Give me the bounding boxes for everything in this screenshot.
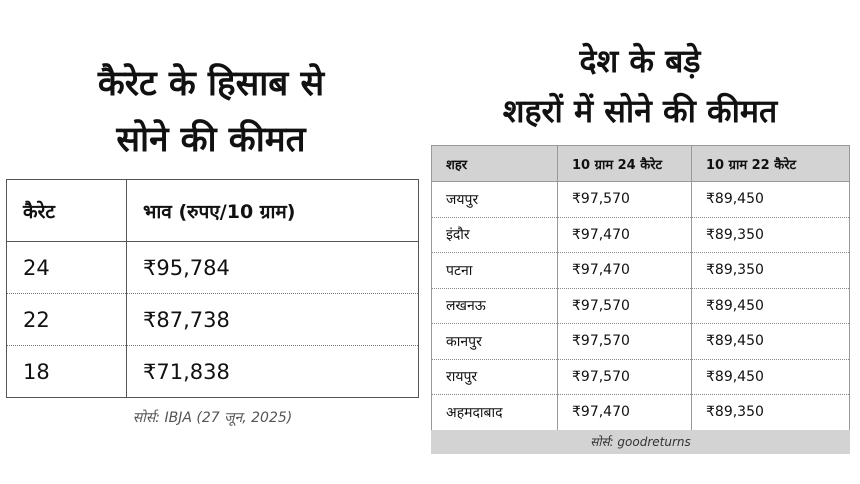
table-row: अहमदाबाद ₹97,470 ₹89,350 — [431, 394, 850, 430]
karat-price-table: कैरेट भाव (रुपए/10 ग्राम) 24 ₹95,784 22 … — [6, 179, 419, 398]
table-row: 24 ₹95,784 — [6, 241, 419, 294]
table-header-row: कैरेट भाव (रुपए/10 ग्राम) — [6, 179, 419, 242]
city-cell: इंदौर — [431, 216, 558, 253]
price-24k-cell: ₹97,570 — [557, 358, 692, 395]
karat-title-line1: कैरेट के हिसाब से — [97, 64, 325, 104]
karat-price-title: कैरेट के हिसाब से सोने की कीमत — [6, 56, 416, 168]
city-title-line2: शहरों में सोने की कीमत — [502, 92, 778, 130]
price-22k-cell: ₹89,350 — [691, 216, 850, 253]
city-cell: कानपुर — [431, 323, 558, 359]
table-row: जयपुर ₹97,570 ₹89,450 — [431, 181, 850, 217]
header-22k: 10 ग्राम 22 कैरेट — [691, 145, 850, 182]
header-karat: कैरेट — [6, 179, 127, 242]
rate-cell: ₹87,738 — [126, 293, 419, 346]
price-22k-cell: ₹89,350 — [691, 252, 850, 288]
table-header-row: शहर 10 ग्राम 24 कैरेट 10 ग्राम 22 कैरेट — [431, 145, 850, 182]
city-cell: पटना — [431, 252, 558, 288]
price-22k-cell: ₹89,450 — [691, 358, 850, 395]
table-row: इंदौर ₹97,470 ₹89,350 — [431, 216, 850, 253]
city-title-line1: देश के बड़े — [579, 42, 701, 80]
city-cell: जयपुर — [431, 181, 558, 217]
price-24k-cell: ₹97,470 — [557, 252, 692, 288]
rate-cell: ₹95,784 — [143, 255, 230, 280]
price-22k-cell: ₹89,450 — [706, 191, 764, 208]
table-row: लखनऊ ₹97,570 ₹89,450 — [431, 287, 850, 324]
city-cell: लखनऊ — [431, 287, 558, 324]
price-24k-cell: ₹97,570 — [557, 181, 692, 217]
rate-cell: ₹71,838 — [126, 345, 419, 398]
price-24k-cell: ₹97,570 — [557, 323, 692, 359]
table-row: 22 ₹87,738 — [6, 293, 419, 346]
karat-source-note: सोर्स: IBJA (27 जून, 2025) — [132, 410, 293, 426]
karat-cell: 24 — [6, 241, 127, 294]
karat-cell: 18 — [6, 345, 127, 398]
city-price-title: देश के बड़े शहरों में सोने की कीमत — [430, 36, 850, 136]
table-row: पटना ₹97,470 ₹89,350 — [431, 252, 850, 288]
price-24k-cell: ₹97,470 — [557, 394, 692, 430]
city-price-table: शहर 10 ग्राम 24 कैरेट 10 ग्राम 22 कैरेट … — [431, 145, 850, 431]
price-24k-cell: ₹97,570 — [557, 287, 692, 324]
header-city: शहर — [431, 145, 558, 182]
city-source-note: सोर्स: goodreturns — [431, 430, 850, 454]
table-row: कानपुर ₹97,570 ₹89,450 — [431, 323, 850, 359]
price-22k-cell: ₹89,450 — [691, 323, 850, 359]
karat-cell: 22 — [6, 293, 127, 346]
price-22k-cell: ₹89,350 — [691, 394, 850, 430]
karat-title-line2: सोने की कीमत — [116, 120, 306, 160]
table-row: 18 ₹71,838 — [6, 345, 419, 398]
city-cell: अहमदाबाद — [431, 394, 558, 430]
header-rate: भाव (रुपए/10 ग्राम) — [126, 179, 419, 242]
price-24k-cell: ₹97,470 — [557, 216, 692, 253]
price-22k-cell: ₹89,450 — [691, 287, 850, 324]
table-row: रायपुर ₹97,570 ₹89,450 — [431, 358, 850, 395]
header-24k: 10 ग्राम 24 कैरेट — [557, 145, 692, 182]
city-cell: रायपुर — [431, 358, 558, 395]
